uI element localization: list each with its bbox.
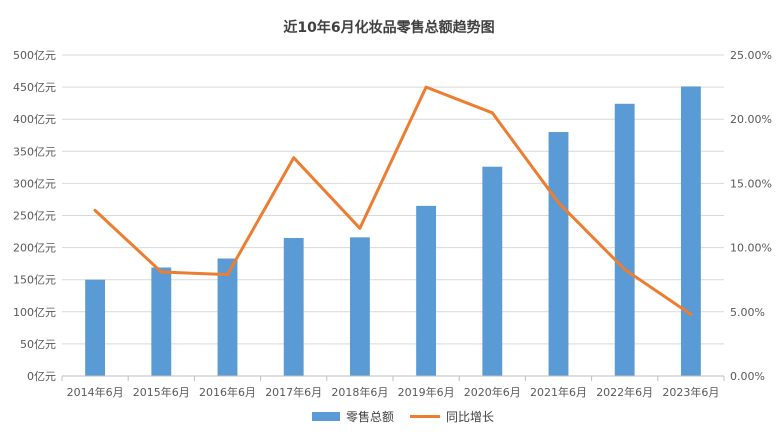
left-axis-ticks: 0亿元 50亿元 100亿元 150亿元 200亿元 250亿元 300亿元 350亿元 400… xyxy=(13,49,56,383)
x-tick-label: 2016年6月 xyxy=(199,385,256,399)
y-right-tick-label: 5.00% xyxy=(730,306,765,319)
y-right-tick-label: 20.00% xyxy=(730,113,772,126)
bar xyxy=(482,166,503,376)
legend: 零售总额 同比增长 xyxy=(312,409,494,424)
y-right-tick-label: 0.00% xyxy=(730,370,765,383)
y-left-tick-label: 450亿元 xyxy=(13,81,56,94)
bar xyxy=(349,237,370,376)
y-left-tick-label: 400亿元 xyxy=(13,113,56,126)
y-right-tick-label: 10.00% xyxy=(730,242,772,255)
y-left-tick-label: 150亿元 xyxy=(13,274,56,287)
y-left-tick-label: 350亿元 xyxy=(13,145,56,158)
x-tick-label: 2022年6月 xyxy=(596,385,653,399)
y-left-tick-label: 0亿元 xyxy=(27,370,56,383)
y-right-tick-label: 25.00% xyxy=(730,49,772,62)
x-tick-label: 2015年6月 xyxy=(133,385,190,399)
right-axis-ticks: 0.00% 5.00% 10.00% 15.00% 20.00% 25.00% xyxy=(730,49,772,383)
x-tick-label: 2018年6月 xyxy=(331,385,388,399)
x-tick-label: 2021年6月 xyxy=(530,385,587,399)
gridlines xyxy=(62,54,724,377)
growth-line xyxy=(93,85,693,316)
y-left-tick-label: 200亿元 xyxy=(13,242,56,255)
y-left-tick-label: 50亿元 xyxy=(20,338,56,351)
bar xyxy=(85,279,106,376)
bar xyxy=(151,267,172,376)
legend-label-line: 同比增长 xyxy=(446,410,494,424)
bar xyxy=(217,258,238,376)
y-left-tick-label: 300亿元 xyxy=(13,177,56,190)
x-tick-label: 2023年6月 xyxy=(662,385,719,399)
x-tick-label: 2020年6月 xyxy=(464,385,521,399)
chart-title: 近10年6月化妆品零售总额趋势图 xyxy=(283,19,494,36)
legend-swatch-bar xyxy=(312,412,340,421)
bar xyxy=(548,132,569,376)
x-axis-ticks: 2014年6月 2015年6月 2016年6月 2017年6月 2018年6月 2019年… xyxy=(61,375,725,399)
bar xyxy=(680,86,701,376)
y-left-tick-label: 100亿元 xyxy=(13,306,56,319)
legend-label-bar: 零售总额 xyxy=(346,409,394,424)
line-series xyxy=(93,85,693,316)
bar-series xyxy=(85,86,701,377)
bar xyxy=(283,237,304,376)
bar xyxy=(416,205,437,376)
x-tick-label: 2014年6月 xyxy=(67,385,124,399)
y-left-tick-label: 500亿元 xyxy=(13,49,56,62)
x-tick-label: 2017年6月 xyxy=(265,385,322,399)
y-right-tick-label: 15.00% xyxy=(730,177,772,190)
y-left-tick-label: 250亿元 xyxy=(13,210,56,223)
x-tick-label: 2019年6月 xyxy=(398,385,455,399)
bar xyxy=(614,103,635,377)
